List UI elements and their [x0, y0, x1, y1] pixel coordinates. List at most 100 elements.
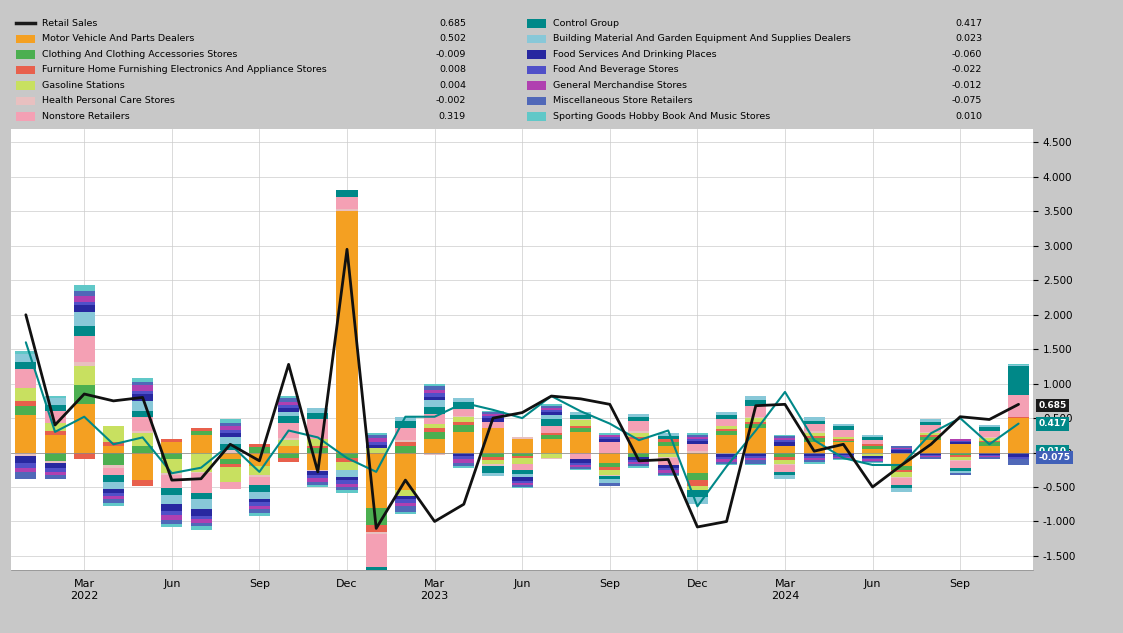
Bar [746, 453, 766, 456]
Bar [162, 473, 182, 475]
Bar [483, 411, 503, 412]
Bar [921, 420, 941, 422]
Bar [775, 442, 795, 446]
Bar [512, 439, 532, 453]
Bar [366, 435, 386, 438]
Bar [950, 473, 970, 475]
Bar [804, 424, 824, 431]
Text: Health Personal Care Stores: Health Personal Care Stores [42, 96, 175, 105]
Bar [746, 417, 766, 418]
Text: 0.010: 0.010 [1039, 448, 1067, 456]
Bar [921, 436, 941, 437]
Bar [921, 458, 941, 459]
Bar [191, 429, 211, 431]
Bar [74, 404, 94, 453]
Bar [133, 433, 153, 446]
Bar [629, 467, 649, 468]
Bar [337, 477, 357, 480]
Bar [746, 463, 766, 465]
Bar [279, 398, 299, 401]
Bar [424, 453, 445, 454]
Bar [512, 474, 532, 477]
Bar [775, 453, 795, 456]
Bar [220, 437, 240, 444]
Bar [804, 462, 824, 463]
FancyBboxPatch shape [17, 112, 35, 120]
Bar [950, 461, 970, 468]
Bar [600, 470, 620, 475]
Bar [133, 446, 153, 453]
Bar [804, 421, 824, 424]
Bar [162, 453, 182, 460]
Bar [45, 436, 65, 453]
Bar [658, 470, 678, 473]
Bar [892, 470, 912, 472]
Bar [921, 440, 941, 453]
Text: Nonstore Retailers: Nonstore Retailers [42, 112, 129, 121]
Text: 0.319: 0.319 [439, 112, 466, 121]
Bar [454, 416, 474, 417]
Bar [103, 475, 124, 482]
Text: Motor Vehicle And Parts Dealers: Motor Vehicle And Parts Dealers [42, 34, 194, 44]
Bar [220, 453, 240, 460]
Bar [366, 453, 386, 508]
Bar [600, 463, 620, 467]
Bar [395, 512, 416, 514]
Bar [979, 442, 999, 446]
Bar [979, 453, 999, 454]
Bar [1008, 367, 1029, 396]
Bar [279, 405, 299, 408]
Bar [103, 482, 124, 489]
Bar [74, 291, 94, 296]
Bar [162, 515, 182, 520]
Bar [337, 210, 357, 211]
Text: General Merchandise Stores: General Merchandise Stores [553, 81, 687, 90]
Bar [337, 470, 357, 477]
Text: Food Services And Drinking Places: Food Services And Drinking Places [553, 50, 716, 59]
Bar [162, 523, 182, 527]
Text: 0.010: 0.010 [955, 112, 982, 121]
Bar [746, 399, 766, 406]
Bar [191, 526, 211, 530]
Bar [512, 481, 532, 483]
Bar [103, 496, 124, 499]
Bar [1008, 460, 1029, 465]
Bar [862, 462, 883, 463]
Bar [74, 305, 94, 312]
Bar [133, 411, 153, 417]
Bar [454, 409, 474, 416]
Bar [424, 384, 445, 386]
Bar [541, 439, 562, 453]
Text: 0.023: 0.023 [955, 34, 982, 44]
Bar [658, 439, 678, 442]
Bar [921, 453, 941, 454]
Bar [921, 432, 941, 436]
Text: Clothing And Clothing Accessories Stores: Clothing And Clothing Accessories Stores [42, 50, 237, 59]
Bar [541, 406, 562, 408]
Bar [600, 483, 620, 486]
Bar [279, 416, 299, 423]
Bar [687, 451, 707, 453]
Bar [629, 460, 649, 462]
Bar [950, 453, 970, 455]
Bar [308, 471, 328, 475]
Bar [950, 468, 970, 471]
Bar [921, 454, 941, 456]
Bar [541, 408, 562, 410]
Bar [162, 494, 182, 505]
Bar [629, 431, 649, 432]
Bar [162, 460, 182, 473]
Bar [483, 422, 503, 429]
Bar [16, 369, 36, 389]
Bar [45, 461, 65, 463]
Bar [833, 441, 853, 442]
Bar [775, 436, 795, 438]
Bar [133, 401, 153, 411]
Text: 0.004: 0.004 [439, 81, 466, 90]
Bar [279, 423, 299, 438]
Bar [191, 516, 211, 520]
Bar [162, 520, 182, 523]
FancyBboxPatch shape [17, 97, 35, 105]
Bar [512, 483, 532, 485]
Text: 0.417: 0.417 [1039, 419, 1067, 429]
